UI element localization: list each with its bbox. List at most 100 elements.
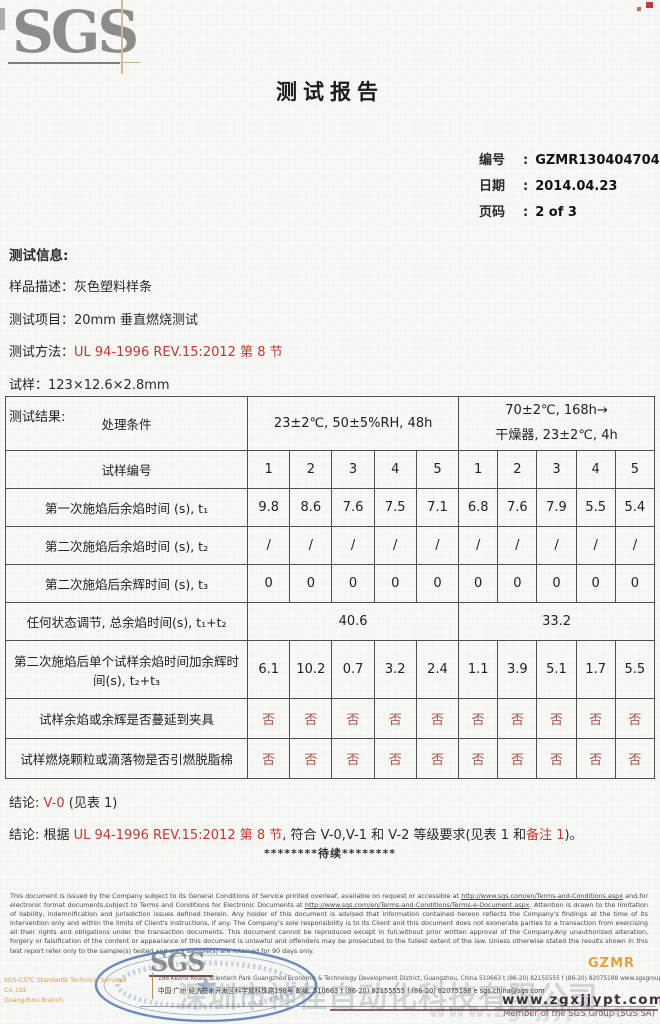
result-cell: 8.6 (289, 488, 333, 527)
result-cell: 否 (497, 738, 538, 779)
result-row-label: 任何状态调节, 总余焰时间(s), t₁+t₂ (4, 602, 249, 641)
conclusion-2-note-ref: 备注 1 (526, 828, 565, 843)
result-row: 第二次施焰后余焰时间 (s), t₂ / / / / / / / / / / (4, 526, 656, 565)
result-cell: 否 (614, 698, 656, 739)
result-cell: 0 (458, 564, 499, 603)
result-cell: 否 (536, 738, 577, 779)
footer-address-cn: 中国·广州·经济技术开发区科学城科珠路198号 邮编: 510663 t (86… (158, 987, 545, 995)
result-cell: 7.6 (331, 488, 375, 527)
specimen-number-cell: 3 (536, 450, 577, 489)
report-number: GZMR130404704 (535, 153, 660, 168)
meta-page-label: 页码 (479, 205, 506, 220)
result-row: 第二次施焰后余辉时间 (s), t₃ 0 0 0 0 0 0 0 0 0 0 (4, 564, 656, 603)
sgs-logo: SGS (12, 0, 139, 66)
result-cell: 0 (575, 564, 616, 603)
conclusion-2-end: )。 (564, 828, 583, 843)
test-method-label: 测试方法： (9, 345, 75, 360)
result-cell: / (373, 526, 417, 565)
page-indicator: 2 of 3 (535, 205, 577, 220)
sample-desc-value: 灰色塑料样条 (74, 280, 153, 295)
result-cell: 7.5 (373, 488, 417, 527)
result-cell: / (415, 526, 460, 565)
result-cell: 0.7 (331, 640, 375, 699)
conclusion-1-prefix: 结论: (9, 796, 44, 811)
footer-separator-line (140, 1006, 656, 1007)
conclusion-2-standard: UL 94-1996 REV.15:2012 第 8 节 (73, 828, 283, 843)
result-cell: 否 (458, 738, 499, 779)
report-meta: 编号 : GZMR130404704 日期 : 2014.04.23 页码 : … (479, 149, 660, 227)
test-item: 测试项目：20mm 垂直燃烧测试 (9, 309, 283, 328)
result-row: 第二次施焰后单个试样余焰时间加余辉时间(s), t₂+t₃ 6.1 10.2 0.7 3… (4, 640, 656, 699)
result-cell: 5.1 (536, 640, 577, 699)
meta-number-label: 编号 (479, 153, 506, 168)
meta-colon: : (523, 179, 529, 194)
result-cell: 否 (247, 738, 291, 779)
result-row: 任何状态调节, 总余焰时间(s), t₁+t₂ 40.6 33.2 (4, 602, 655, 641)
result-cell: 0 (289, 564, 333, 603)
test-item-label: 测试项目： (9, 312, 75, 328)
meta-colon: : (523, 205, 529, 220)
result-cell: 6.8 (458, 488, 499, 527)
specimen-number-cell: 2 (497, 450, 538, 489)
result-cell: / (458, 526, 499, 565)
footer-office-code: GZMR (588, 956, 636, 971)
conclusion-1-rest: (见表 1) (64, 796, 118, 811)
specimen-number-cell: 1 (247, 450, 291, 489)
terms-url: http://www.sgs.com/en/Terms-and-Conditio… (461, 892, 623, 900)
result-cell: / (497, 526, 538, 565)
legal-text: . Attention is drawn to the limitation o… (10, 901, 648, 955)
specimen-row-label: 试样编号 (4, 450, 249, 489)
result-cell: 否 (575, 698, 616, 739)
sample-description: 样品描述：灰色塑料样条 (9, 276, 283, 295)
specimen-number-cell: 4 (575, 450, 616, 489)
watermark-underline (330, 1009, 658, 1011)
result-row-label: 第二次施焰后单个试样余焰时间加余辉时间(s), t₂+t₃ (4, 640, 249, 699)
result-cell: 0 (497, 564, 538, 603)
result-cell: / (614, 526, 656, 565)
result-cell: 否 (247, 698, 291, 739)
results-table-wrap: 处理条件 23±2℃, 50±5%RH, 48h 70±2℃, 168h→ 干燥… (4, 396, 656, 779)
watermark-url: www.zgxjjypt.com (502, 992, 660, 1008)
conclusions-section: 结论: V-0 (见表 1) 结论: 根据 UL 94-1996 REV.15:… (9, 792, 583, 856)
result-cell: 10.2 (289, 640, 333, 699)
sample-desc-label: 样品描述： (9, 280, 75, 295)
result-cell: 0 (247, 564, 291, 603)
result-cell: 5.4 (614, 488, 656, 527)
legal-text: This document is issued by the Company s… (10, 892, 462, 900)
result-cell: 9.8 (247, 488, 291, 527)
result-cell: 0 (614, 564, 656, 603)
result-cell: 否 (289, 738, 333, 779)
result-cell: 否 (415, 738, 460, 779)
specimen-number-cell: 2 (289, 450, 333, 489)
result-cell: 否 (373, 698, 417, 739)
result-cell: 否 (331, 698, 375, 739)
result-cell: 7.6 (497, 488, 538, 527)
result-cell: 否 (331, 738, 375, 779)
result-cell: / (247, 526, 291, 565)
sgs-member-note: Member of the SGS Group (SGS SA) (503, 1009, 655, 1019)
legal-text: and,for electronic format documents,subj… (10, 892, 648, 910)
specimen-value: 123×12.6×2.8mm (48, 377, 170, 393)
meta-page-row: 页码 : 2 of 3 (479, 201, 660, 220)
result-cell: 否 (614, 738, 656, 779)
logo-underline (8, 62, 120, 64)
result-cell: 2.4 (415, 640, 460, 699)
condition-row: 处理条件 23±2℃, 50±5%RH, 48h 70±2℃, 168h→ 干燥… (4, 396, 655, 451)
result-cell: 否 (497, 698, 538, 739)
page-title: 测试报告 (276, 80, 384, 104)
specimen-number-cell: 5 (415, 450, 460, 489)
test-info-heading: 测试信息: (9, 248, 69, 264)
scan-artifact (646, 2, 653, 8)
specimen-size: 试样：123×12.6×2.8mm (9, 374, 283, 393)
scan-artifact (637, 7, 641, 11)
to-be-continued: ********待续******** (263, 847, 397, 860)
result-cell: 1.1 (458, 640, 499, 699)
result-cell: 否 (289, 698, 333, 739)
condition1-cell: 23±2℃, 50±5%RH, 48h (247, 396, 460, 451)
result-cell: 否 (536, 698, 577, 739)
company-stamp (94, 947, 318, 1023)
footer-sgs-underline (149, 975, 213, 977)
footer-company-line2: Guangzhou Branch (4, 996, 64, 1004)
conclusion-2: 结论: 根据 UL 94-1996 REV.15:2012 第 8 节, 符合 … (9, 824, 583, 843)
result-cell: 3.2 (373, 640, 417, 699)
